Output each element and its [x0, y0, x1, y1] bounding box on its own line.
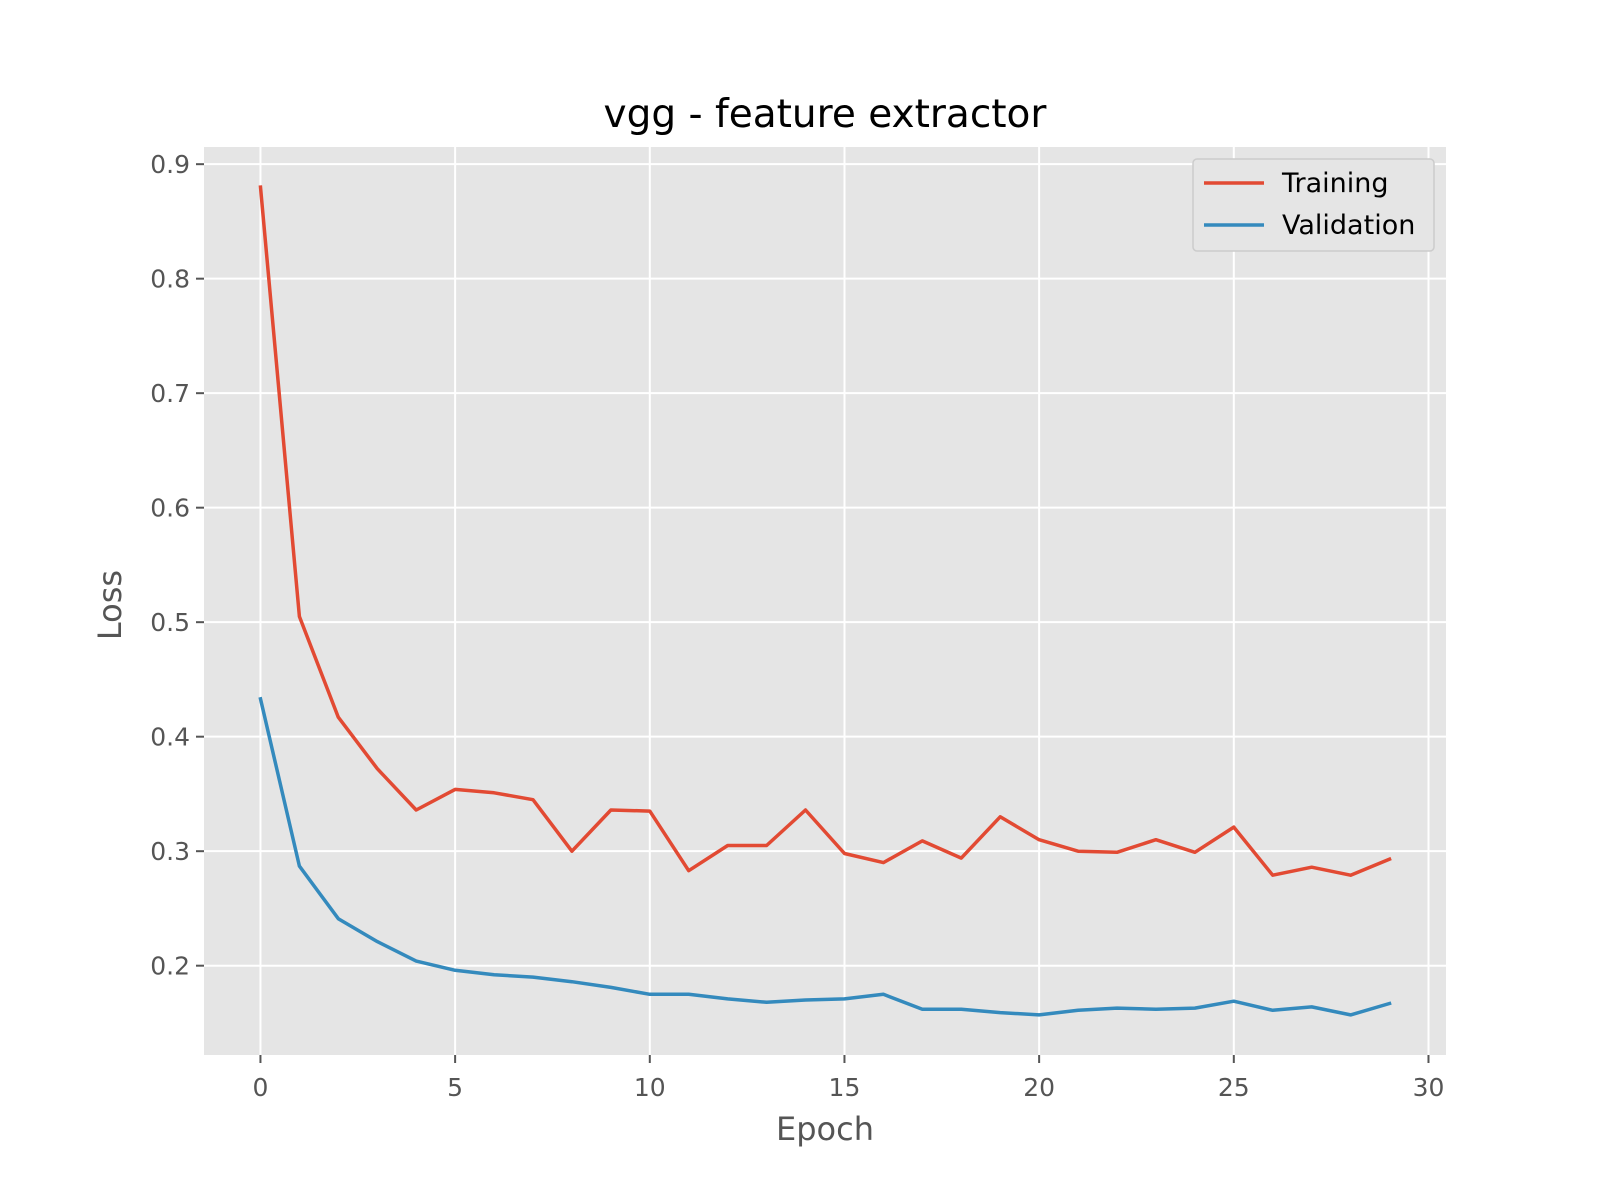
- y-tick-label: 0.3: [150, 837, 190, 866]
- x-tick-label: 25: [1218, 1073, 1250, 1102]
- x-tick-label: 10: [634, 1073, 666, 1102]
- x-tick-label: 20: [1023, 1073, 1055, 1102]
- x-tick-label: 30: [1413, 1073, 1445, 1102]
- legend-label-validation: Validation: [1282, 210, 1415, 241]
- chart-title: vgg - feature extractor: [604, 92, 1048, 137]
- legend-label-training: Training: [1281, 168, 1389, 199]
- y-axis-label: Loss: [91, 570, 129, 640]
- y-tick-label: 0.4: [150, 723, 190, 752]
- y-tick-label: 0.8: [150, 265, 190, 294]
- legend: Training Validation: [1192, 158, 1435, 252]
- x-axis-label: Epoch: [776, 1110, 874, 1148]
- y-tick-label: 0.5: [150, 608, 190, 637]
- x-tick-label: 15: [829, 1073, 861, 1102]
- series-lines: [258, 185, 1392, 1017]
- series-line-training: [258, 185, 1392, 877]
- y-tick-label: 0.6: [150, 494, 190, 523]
- y-tick-label: 0.7: [150, 379, 190, 408]
- x-tick-label: 5: [447, 1073, 463, 1102]
- plot-area: [204, 147, 1446, 1055]
- ticks: 0 5 10 15 20 25 30 0.2 0.3 0.4 0.5 0.6 0.7 0.8 0.9: [150, 150, 1444, 1102]
- grid: [204, 147, 1446, 1055]
- series-line-validation: [258, 696, 1392, 1017]
- y-tick-label: 0.9: [150, 150, 190, 179]
- x-tick-label: 0: [253, 1073, 269, 1102]
- y-tick-label: 0.2: [150, 952, 190, 981]
